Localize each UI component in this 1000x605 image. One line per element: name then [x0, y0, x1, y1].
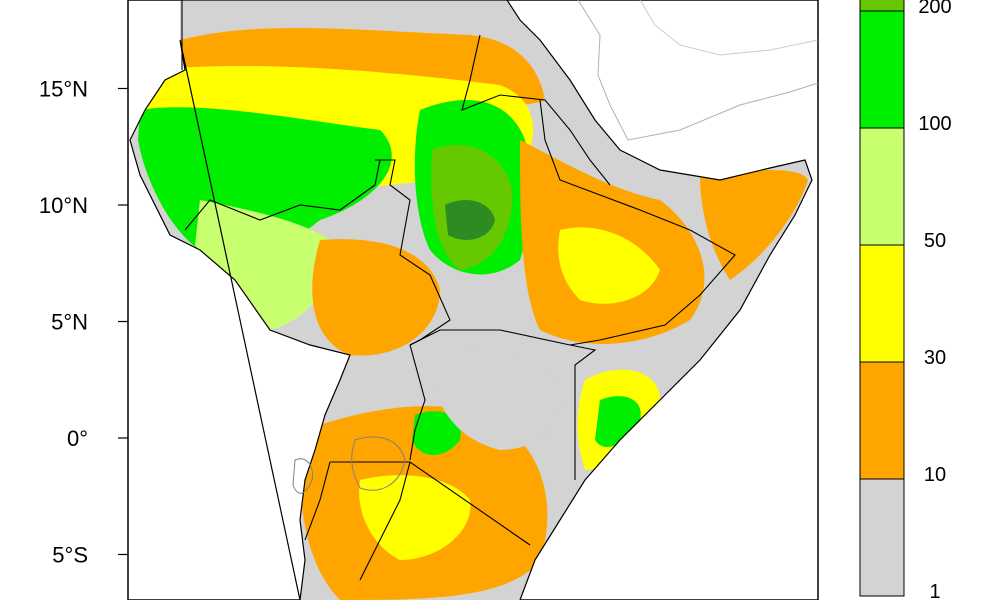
- legend-swatch: [859, 0, 905, 12]
- lake-tanganyika-outline: [292, 458, 314, 494]
- lat-label: 0°: [67, 426, 88, 451]
- legend-swatch: [859, 10, 905, 129]
- arabia-border: [639, 0, 819, 56]
- rain-band-maxgreen-ethiopia: [445, 200, 495, 240]
- no-data-kenya: [430, 346, 562, 450]
- rain-band-orange-somalia: [700, 170, 808, 280]
- legend-swatch: [859, 127, 905, 246]
- rain-band-yellow-east: [558, 227, 660, 304]
- country-borders: [181, 0, 736, 581]
- legend-label: 10: [924, 464, 946, 486]
- legend-label: 30: [924, 347, 946, 369]
- coastline: [129, 0, 813, 601]
- lat-label: 10°N: [39, 193, 88, 218]
- legend-swatch: [859, 361, 905, 480]
- lat-label: 15°N: [39, 77, 88, 102]
- rain-band-lightgreen-west: [195, 200, 332, 330]
- rain-band-orange-central: [312, 239, 440, 356]
- lat-label: 5°S: [52, 543, 88, 568]
- arabia-coastline: [577, 0, 819, 141]
- color-legend: 1 10 30 50 100 200: [859, 0, 952, 603]
- legend-label: 200: [918, 0, 951, 18]
- legend-label: 50: [924, 230, 946, 252]
- latitude-axis: 15°N 10°N 5°N 0° 5°S: [39, 77, 128, 568]
- rainfall-field: [130, 0, 812, 600]
- lake-victoria-outline: [351, 436, 406, 491]
- lat-label: 5°N: [51, 310, 88, 335]
- rain-band-yellow-south: [359, 475, 471, 560]
- legend-label: 100: [918, 113, 951, 135]
- legend-swatch: [859, 244, 905, 363]
- legend-swatch: [859, 478, 905, 597]
- legend-label: 1: [929, 581, 940, 600]
- rain-band-green-lakes: [412, 411, 461, 455]
